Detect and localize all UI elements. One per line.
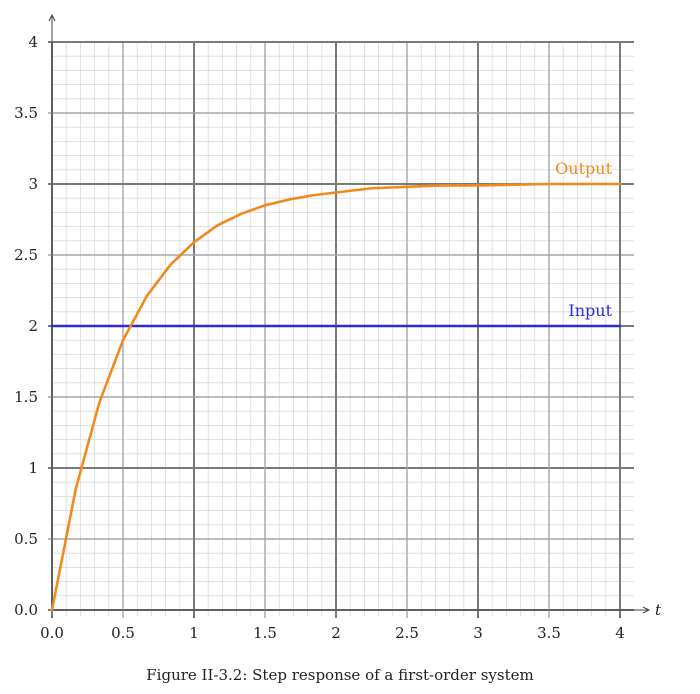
output-series-line <box>50 182 622 612</box>
step-response-chart: t0.0 0.5 1 1.5 2 2.5 3 3.5 40.00.511.522.533.54 … <box>14 13 662 642</box>
x-tick-label: 2.5 <box>395 624 419 642</box>
major-grid <box>48 41 634 618</box>
x-tick-label: 1 <box>189 624 199 642</box>
x-tick-label: 4 <box>615 624 625 642</box>
y-tick-label: 3.5 <box>14 104 38 122</box>
y-tick-label: 2.5 <box>14 246 38 264</box>
x-tick-label: 1.5 <box>253 624 277 642</box>
x-tick-label: 3 <box>473 624 483 642</box>
y-tick-label: 4 <box>28 33 38 51</box>
y-axis-arrow <box>48 13 56 22</box>
tick-labels: t 0.0 0.5 1 1.5 2 2.5 3 3.5 4 0.0 0.5 1 1.5 2 2.5 3 3.5 4 <box>14 33 662 642</box>
output-series-label: Output <box>555 159 612 178</box>
minor-grid <box>51 41 634 616</box>
y-tick-label: 1.5 <box>14 388 38 406</box>
x-axis-arrow <box>642 606 651 614</box>
y-tick-label: 3 <box>28 175 38 193</box>
y-tick-label: 0.0 <box>14 601 38 619</box>
x-tick-label: 0.0 <box>40 624 64 642</box>
x-tick-label: 3.5 <box>537 624 561 642</box>
y-tick-label: 2 <box>28 317 38 335</box>
x-tick-label: 0.5 <box>111 624 135 642</box>
series-layer: Input Output <box>50 159 622 612</box>
axes <box>48 13 651 614</box>
input-series-label: Input <box>568 301 612 320</box>
x-axis-label: t <box>655 601 662 619</box>
y-tick-label: 1 <box>28 459 38 477</box>
y-tick-label: 0.5 <box>14 530 38 548</box>
x-tick-label: 2 <box>331 624 341 642</box>
figure-caption: Figure II-3.2: Step response of a first-… <box>146 666 534 684</box>
